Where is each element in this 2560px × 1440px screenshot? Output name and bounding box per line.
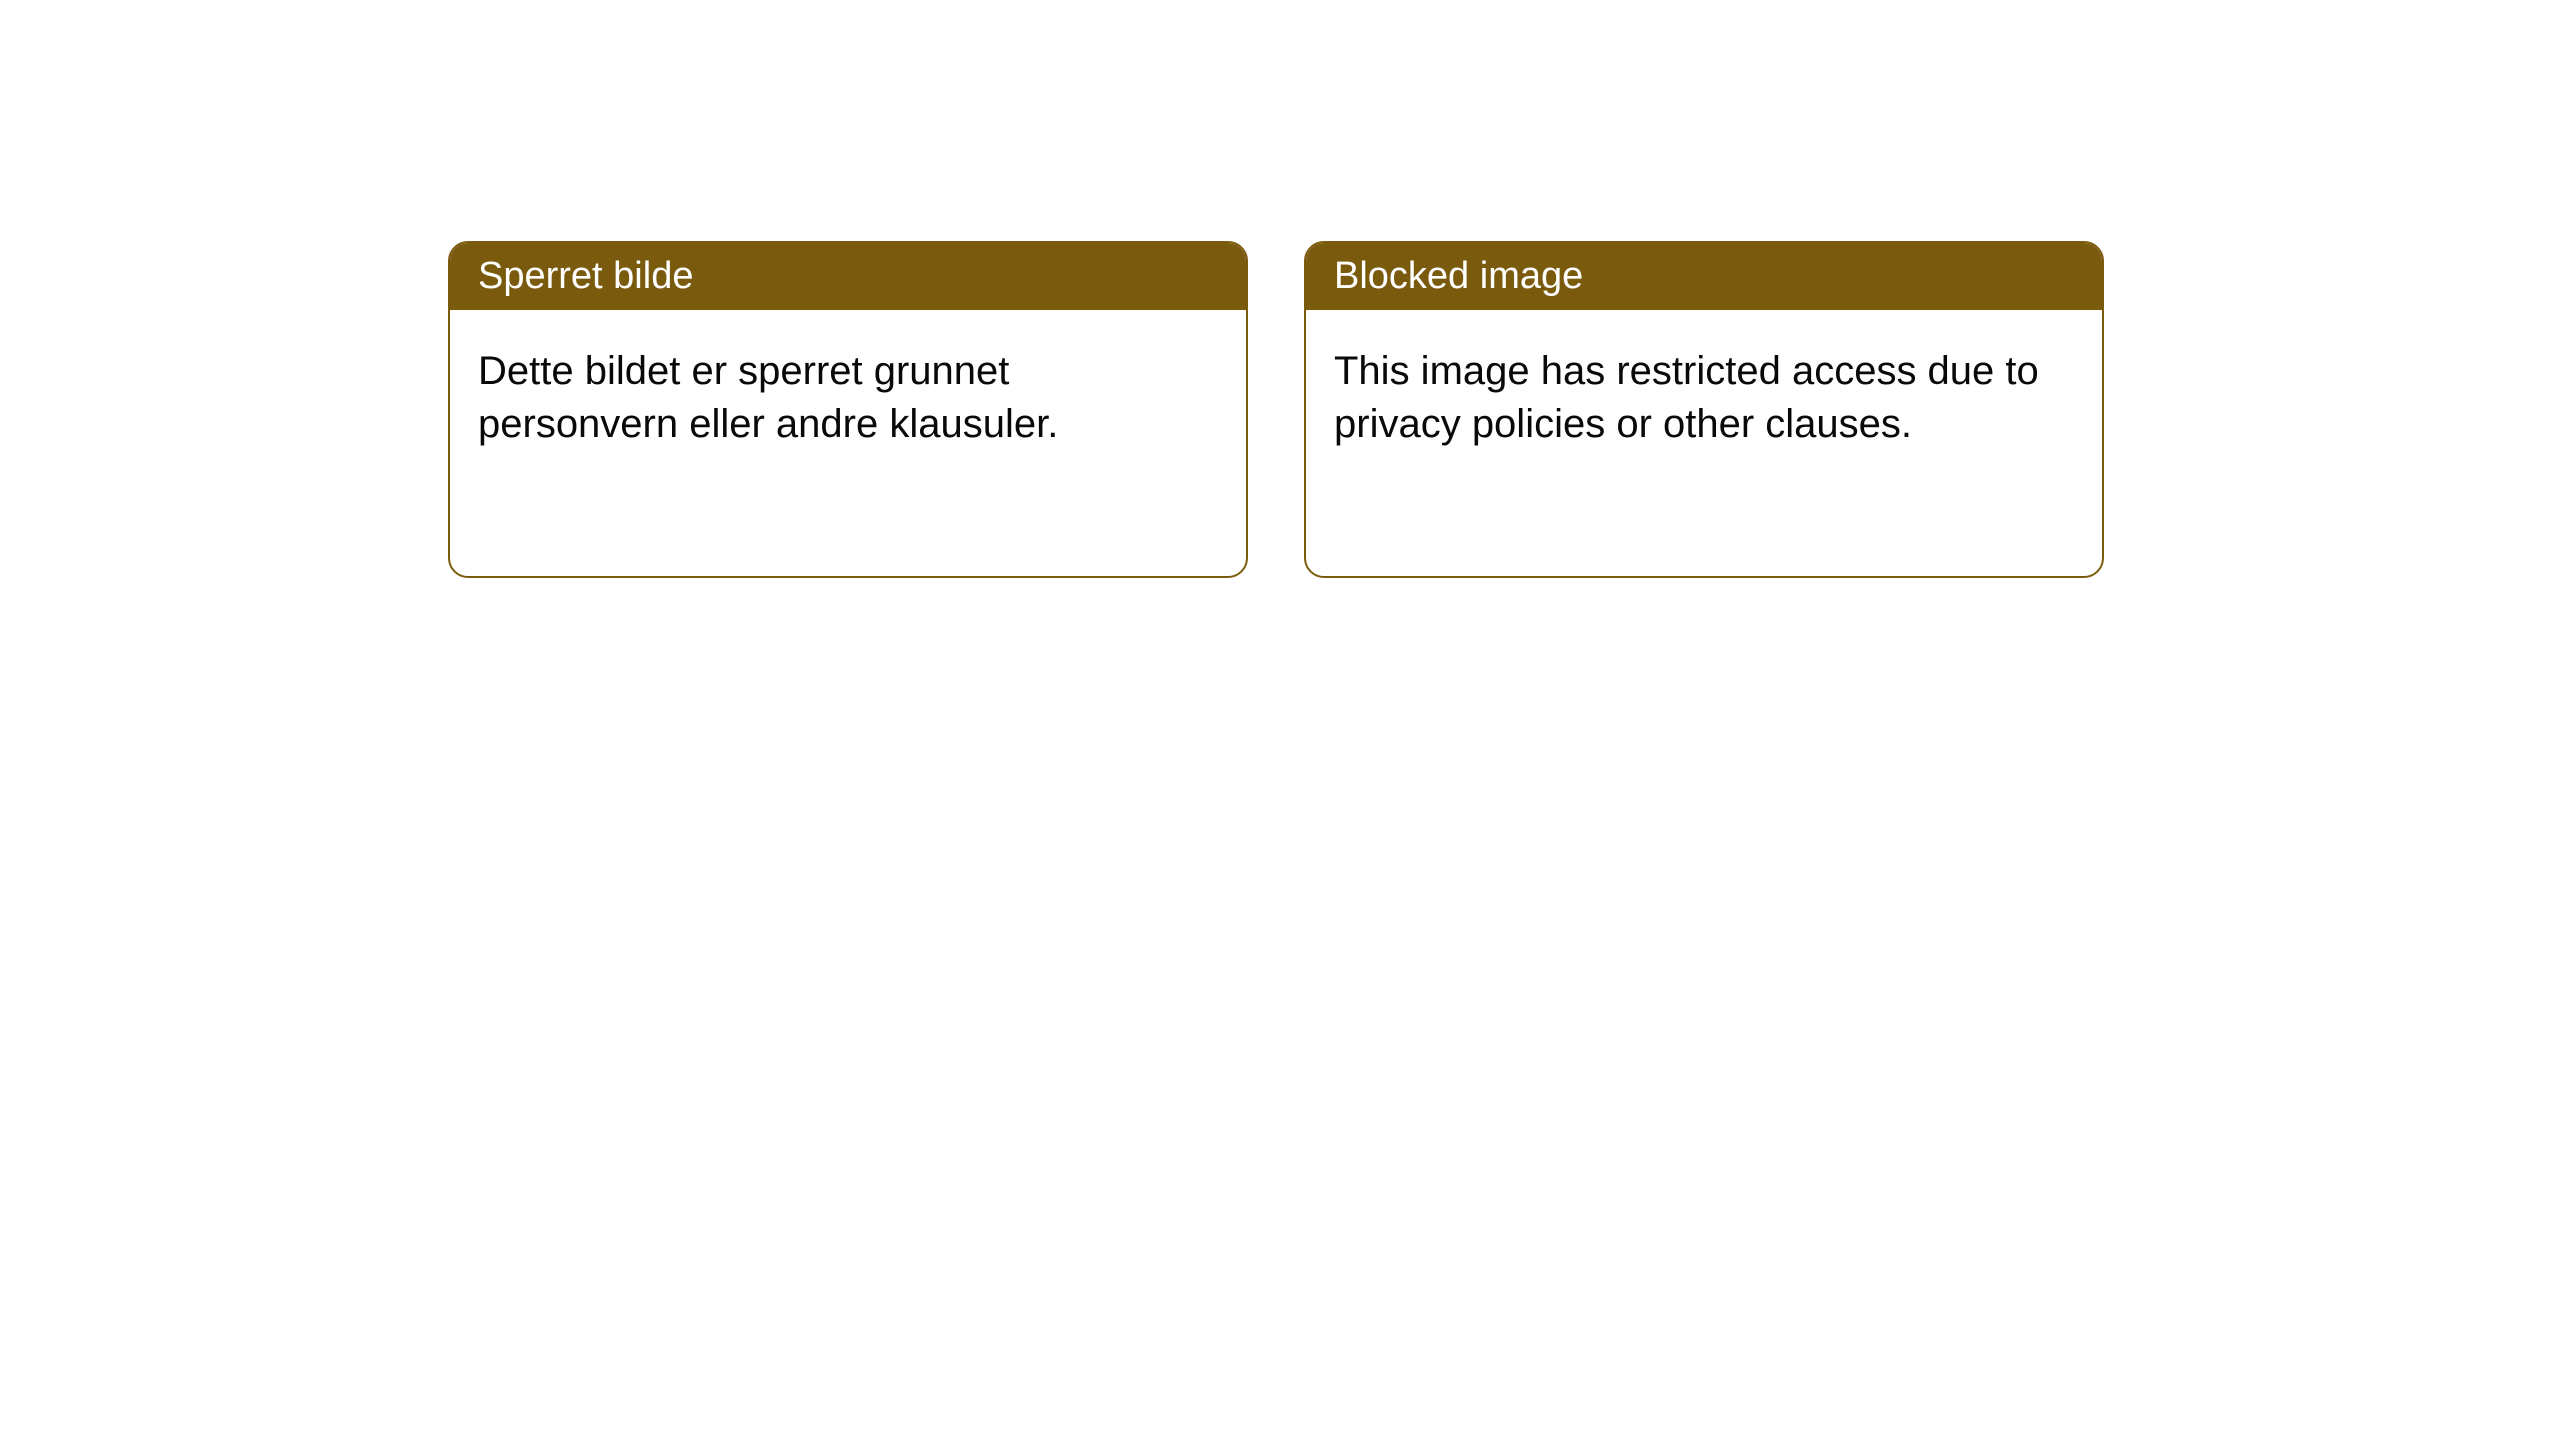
notice-header-norwegian: Sperret bilde [450, 243, 1246, 310]
blocked-image-notices: Sperret bilde Dette bildet er sperret gr… [448, 241, 2104, 578]
notice-body-text-english: This image has restricted access due to … [1334, 349, 2039, 446]
notice-card-english: Blocked image This image has restricted … [1304, 241, 2104, 578]
notice-body-english: This image has restricted access due to … [1306, 310, 2102, 486]
notice-header-english: Blocked image [1306, 243, 2102, 310]
notice-title-norwegian: Sperret bilde [478, 255, 693, 297]
notice-body-norwegian: Dette bildet er sperret grunnet personve… [450, 310, 1246, 486]
notice-title-english: Blocked image [1334, 255, 1583, 297]
notice-card-norwegian: Sperret bilde Dette bildet er sperret gr… [448, 241, 1248, 578]
notice-body-text-norwegian: Dette bildet er sperret grunnet personve… [478, 349, 1058, 446]
